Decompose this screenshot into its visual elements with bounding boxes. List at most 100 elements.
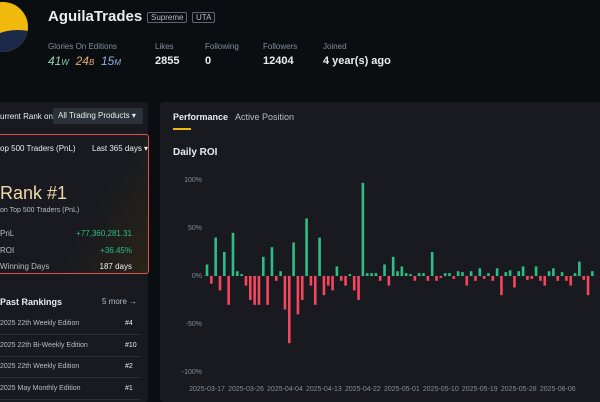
bar xyxy=(586,276,590,296)
product-select[interactable]: All Trading Products ▾ xyxy=(53,108,143,124)
y-tick-label: -100% xyxy=(182,369,202,376)
bar xyxy=(361,182,365,276)
y-tick-label: -50% xyxy=(186,321,202,328)
bar xyxy=(396,271,399,276)
bar xyxy=(231,232,235,276)
bar xyxy=(543,276,547,286)
bar xyxy=(313,276,317,305)
bar xyxy=(569,276,573,286)
bar xyxy=(487,273,490,276)
chart: -100%-50%0%50%100%2025-03-17 2025-03-26 20… xyxy=(182,177,598,393)
bar xyxy=(409,274,412,276)
period[interactable]: Last 365 days ▾ xyxy=(92,144,149,153)
bar xyxy=(374,273,378,276)
bar xyxy=(582,276,586,280)
past-rank: #1 xyxy=(125,384,133,392)
unit: W xyxy=(61,58,69,67)
bar xyxy=(331,276,334,291)
bar xyxy=(552,268,555,276)
bar xyxy=(205,264,209,276)
bar xyxy=(495,268,499,276)
bar xyxy=(326,276,330,286)
divider xyxy=(0,334,140,335)
past-edition: 2025 22th Weekly Edition xyxy=(0,320,80,327)
label: urrent Rank on xyxy=(0,112,53,121)
past-rank: #10 xyxy=(125,341,137,349)
glories: 41W 24B 15M xyxy=(48,54,121,68)
bar xyxy=(227,276,230,305)
stat-label: Joined xyxy=(323,42,347,51)
bar xyxy=(413,276,417,281)
past-edition: 2025 22th Bi-Weekly Edition xyxy=(0,341,88,349)
badge: Supreme xyxy=(147,12,188,23)
bar xyxy=(261,256,265,276)
x-tick-label: 2025-03-26 xyxy=(228,386,264,393)
bar xyxy=(573,273,577,276)
bar xyxy=(236,271,239,276)
divider xyxy=(0,377,140,378)
x-tick-label: 2025-05-01 xyxy=(384,386,420,393)
bar xyxy=(270,247,274,276)
bar xyxy=(435,276,438,281)
rank-card xyxy=(0,134,149,274)
bar xyxy=(244,276,248,286)
tab[interactable]: Active Position xyxy=(235,112,295,122)
bar xyxy=(456,271,460,276)
rank: Rank #1 xyxy=(0,183,68,203)
x-tick-label: 2025-04-22 xyxy=(345,386,381,393)
bar xyxy=(547,271,551,276)
stat-label: Glories On Editions xyxy=(48,42,117,51)
bar xyxy=(578,261,581,276)
row-label: PnL xyxy=(0,229,15,238)
x-tick-label: 2025-05-10 xyxy=(423,386,459,393)
bar xyxy=(223,252,226,276)
past-rank: #2 xyxy=(125,363,133,370)
avatar xyxy=(0,2,28,52)
chart-title: Daily ROI xyxy=(173,147,218,158)
bar xyxy=(305,218,308,276)
x-tick-label: 2025-05-28 xyxy=(501,386,537,393)
x-tick-label: 2025-05-19 xyxy=(462,386,498,393)
product: All Trading Products xyxy=(58,111,130,120)
bar xyxy=(500,276,503,296)
bar xyxy=(339,276,343,281)
bar xyxy=(526,276,529,280)
bar xyxy=(560,272,564,276)
bar xyxy=(404,273,408,276)
bar xyxy=(478,268,482,276)
bar xyxy=(348,274,352,276)
stat-label: Followers xyxy=(263,42,298,51)
bar xyxy=(521,266,525,276)
past-edition: 2025 22th Weekly Edition xyxy=(0,363,80,370)
bar xyxy=(565,276,568,281)
bar xyxy=(539,276,542,281)
past-edition: 2025 May Monthly Edition xyxy=(0,384,81,392)
bar xyxy=(253,276,256,305)
row-label: Winning Days xyxy=(0,262,50,271)
bar xyxy=(556,276,560,281)
tab[interactable]: Performance xyxy=(173,112,229,122)
bar xyxy=(296,276,300,315)
bar xyxy=(210,276,213,284)
bar xyxy=(309,276,313,286)
bar xyxy=(508,270,512,276)
bar xyxy=(274,276,278,281)
bar xyxy=(443,273,447,276)
board[interactable]: op 500 Traders (PnL) xyxy=(0,144,76,153)
bar xyxy=(287,276,291,344)
bar xyxy=(292,242,295,276)
bar xyxy=(422,273,425,276)
count: 15 xyxy=(100,54,115,68)
stat-label: Likes xyxy=(155,42,174,51)
bar xyxy=(400,266,404,276)
more-link[interactable]: 5 more → xyxy=(102,297,138,306)
past-title: Past Rankings xyxy=(0,297,63,307)
bar xyxy=(513,276,516,288)
bar xyxy=(387,276,391,286)
bar xyxy=(218,276,222,291)
stat-value: 12404 xyxy=(263,55,294,67)
bar xyxy=(417,273,421,276)
rank-sub: on Top 500 Traders (PnL) xyxy=(0,207,80,214)
bar xyxy=(266,276,269,305)
